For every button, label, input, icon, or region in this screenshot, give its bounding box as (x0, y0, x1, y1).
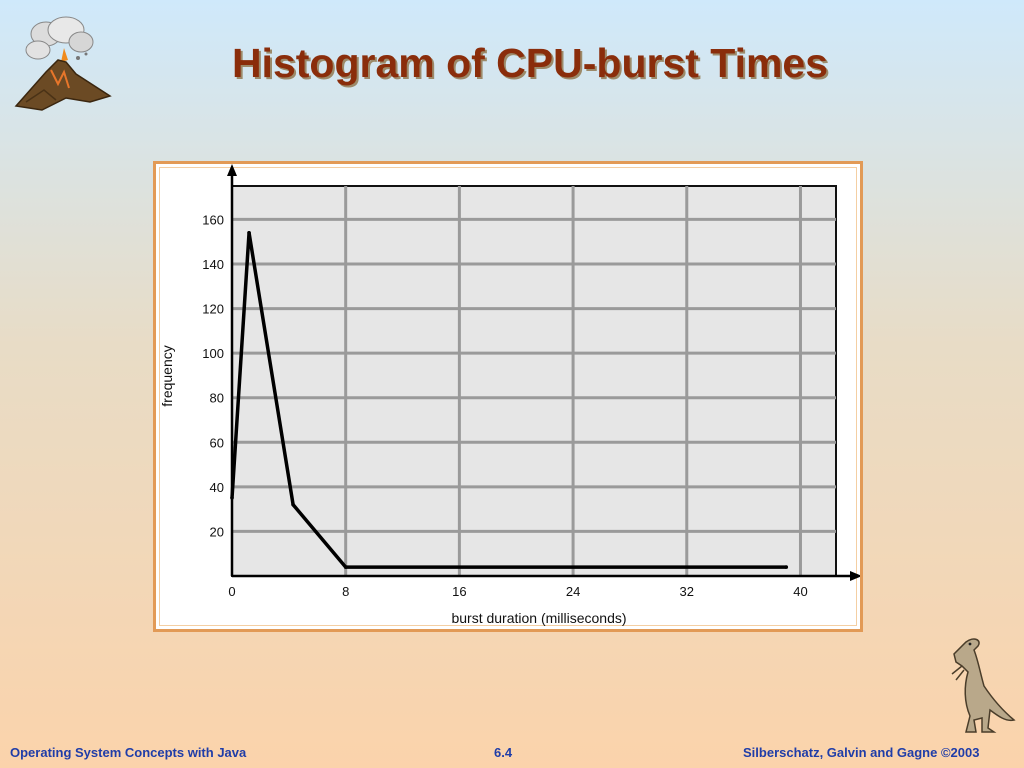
y-tick-label: 120 (202, 302, 224, 317)
data-point (230, 496, 234, 500)
plot-area (231, 185, 837, 577)
data-point (784, 565, 789, 569)
x-tick-label: 40 (793, 584, 807, 599)
volcano-icon (14, 16, 112, 111)
y-tick-label: 140 (202, 257, 224, 272)
footer-page-number: 6.4 (494, 745, 513, 760)
footer-course-title: Operating System Concepts with Java (10, 745, 247, 760)
y-axis-label: frequency (159, 345, 175, 406)
slide-title: Histogram of CPU-burst Times (231, 40, 829, 86)
y-tick-label: 60 (210, 435, 224, 450)
y-tick-label: 100 (202, 346, 224, 361)
data-point (343, 565, 348, 569)
y-tick-label: 160 (202, 212, 224, 227)
chart-frame: 20 40 60 80 100 120 140 160 0 8 16 24 32 40 burst dura… (153, 161, 863, 632)
x-axis-label: burst duration (milliseconds) (451, 610, 626, 626)
y-axis-arrow (227, 164, 237, 176)
x-axis-arrow (850, 571, 860, 581)
y-tick-label: 20 (210, 524, 224, 539)
data-point (247, 231, 251, 235)
y-tick-label: 80 (210, 391, 224, 406)
x-tick-label: 8 (342, 584, 349, 599)
dinosaur-icon (951, 638, 1016, 733)
x-tick-label: 24 (566, 584, 580, 599)
data-point (291, 502, 295, 507)
footer-copyright: Silberschatz, Galvin and Gagne ©2003 (743, 745, 980, 760)
x-tick-label: 0 (228, 584, 235, 599)
x-tick-label: 16 (452, 584, 466, 599)
histogram-chart: 20 40 60 80 100 120 140 160 0 8 16 24 32 40 burst dura… (159, 164, 860, 626)
x-tick-label: 32 (680, 584, 694, 599)
y-tick-label: 40 (210, 480, 224, 495)
